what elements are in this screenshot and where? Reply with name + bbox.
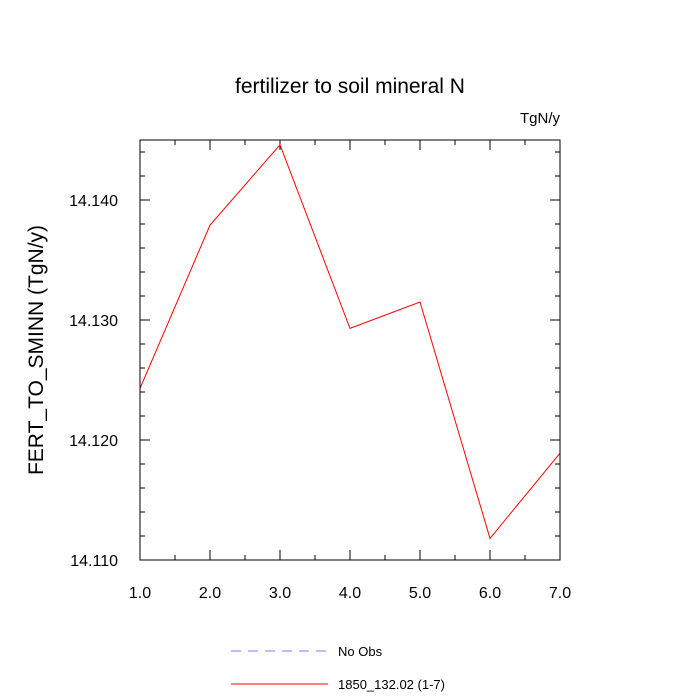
x-tick-label: 6.0	[479, 585, 501, 602]
y-tick-label: 14.120	[69, 433, 118, 450]
legend-label: No Obs	[338, 644, 383, 659]
y-tick-labels: 14.110 14.120 14.130 14.140	[69, 193, 118, 570]
x-tick-label: 1.0	[129, 585, 151, 602]
axis-ticks	[139, 140, 561, 561]
series-lines	[139, 143, 561, 540]
legend-label: 1850_132.02 (1-7)	[338, 677, 445, 692]
series-line	[139, 143, 561, 540]
chart-title: fertilizer to soil mineral N	[235, 75, 465, 98]
x-tick-label: 5.0	[409, 585, 431, 602]
y-axis-label: FERT_TO_SMINN (TgN/y)	[25, 225, 48, 475]
y-tick-label: 14.130	[69, 313, 118, 330]
x-tick-label: 7.0	[549, 585, 571, 602]
x-tick-label: 2.0	[199, 585, 221, 602]
y-tick-label: 14.110	[70, 553, 118, 570]
y-tick-label: 14.140	[69, 193, 118, 210]
x-tick-label: 4.0	[339, 585, 361, 602]
x-tick-labels: 1.0 2.0 3.0 4.0 5.0 6.0 7.0	[129, 585, 571, 602]
units-label: TgN/y	[520, 110, 561, 127]
legend: No Obs 1850_132.02 (1-7)	[231, 644, 445, 692]
plot-frame	[139, 139, 561, 561]
x-tick-label: 3.0	[269, 585, 291, 602]
